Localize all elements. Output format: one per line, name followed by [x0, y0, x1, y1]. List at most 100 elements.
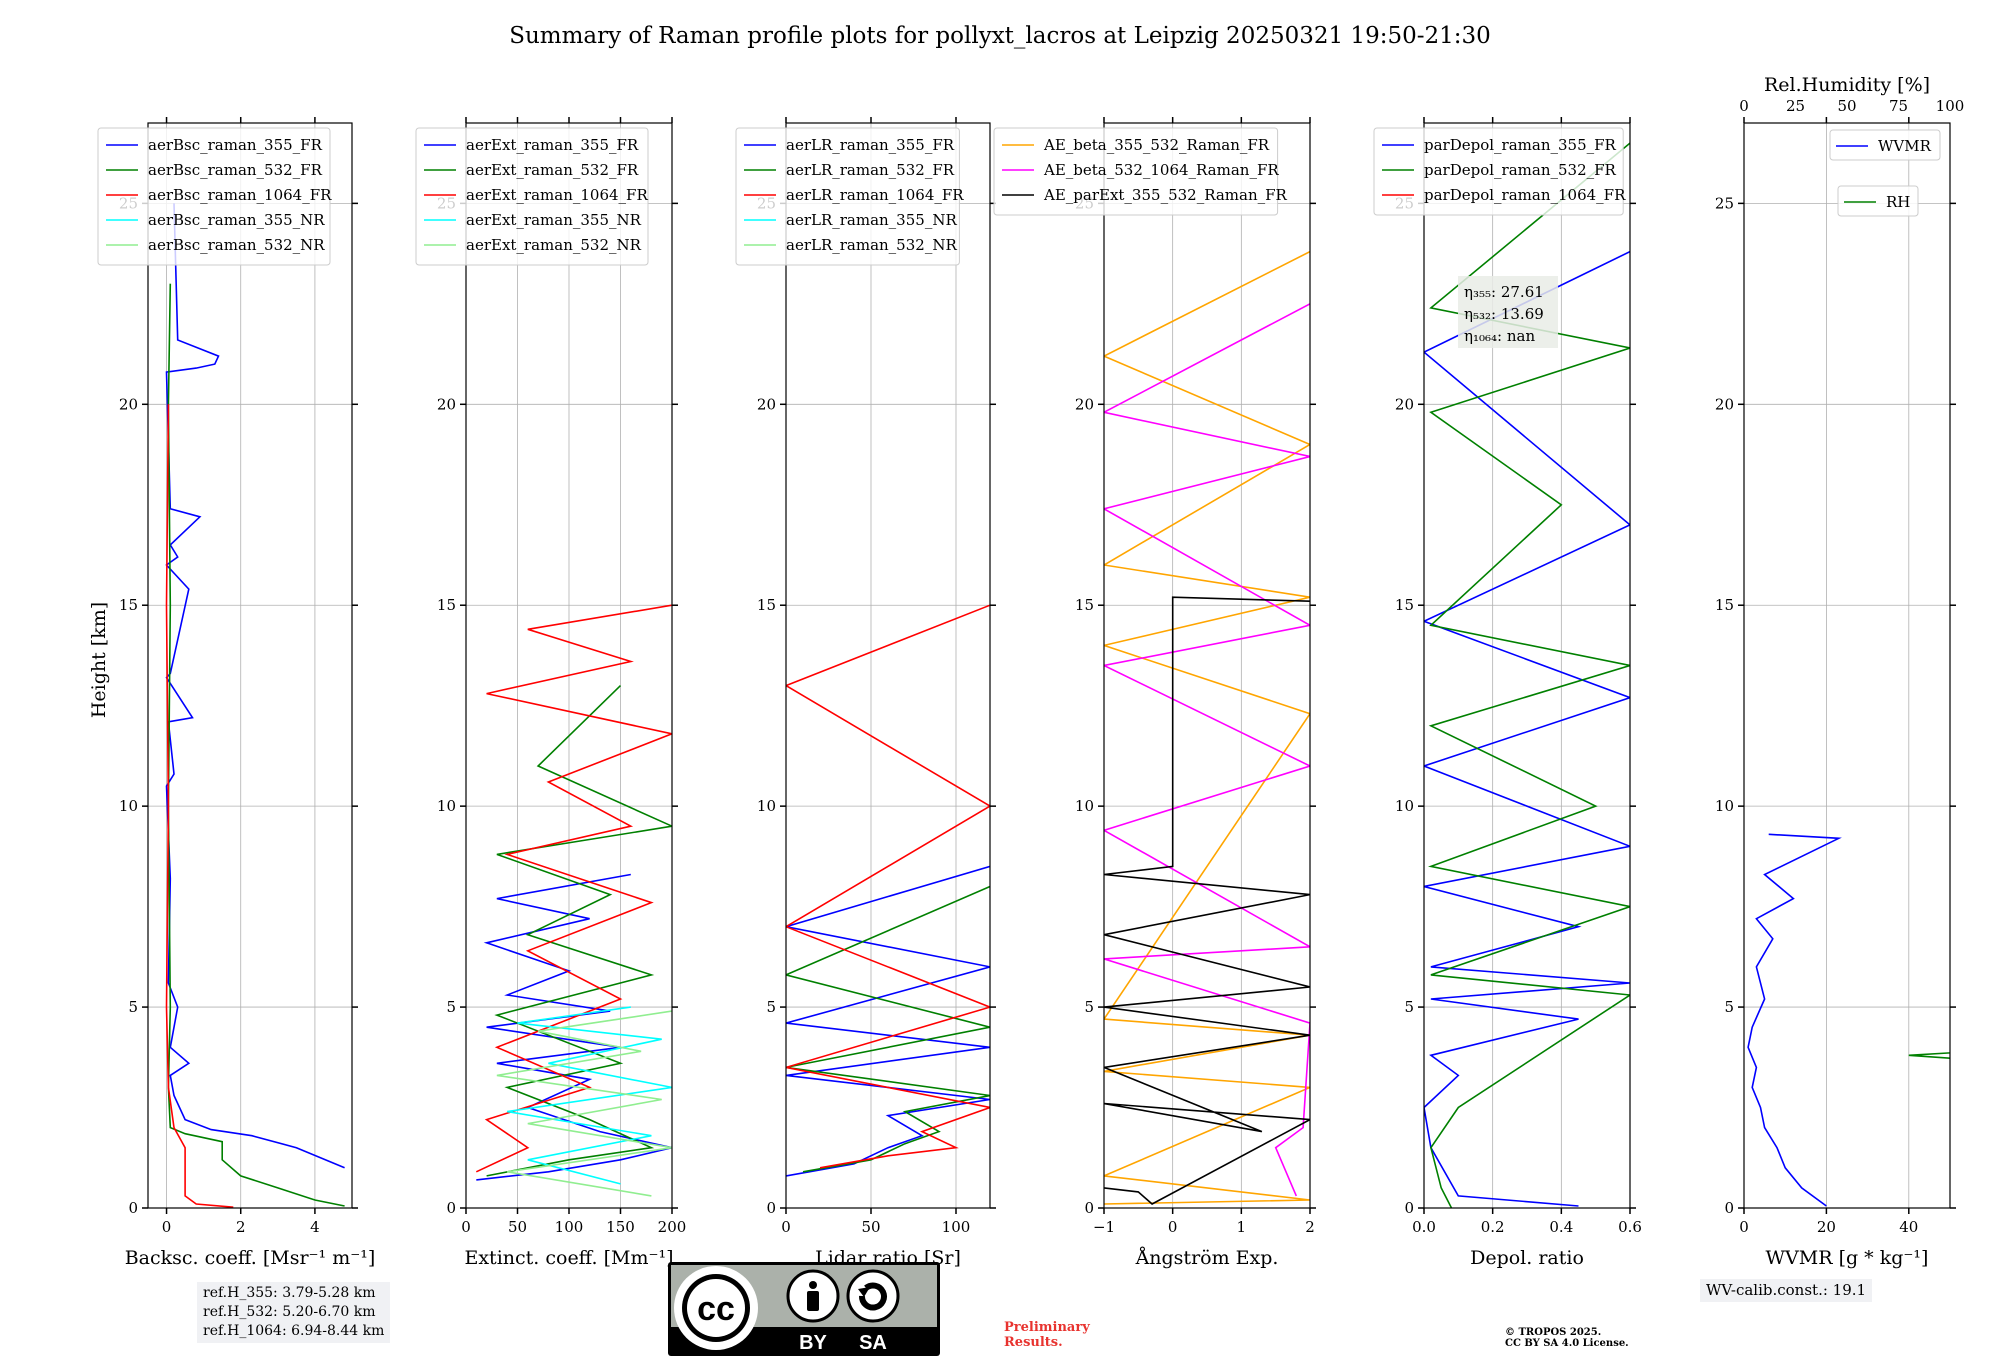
series-line-wvmr — [1747, 833, 1842, 1207]
sa-label: SA — [859, 1332, 887, 1354]
x-tick-label: 2 — [1305, 1218, 1315, 1236]
y-tick-label: 0 — [766, 1199, 776, 1217]
y-tick-label: 15 — [1075, 596, 1094, 614]
y-tick-label: 5 — [1404, 998, 1414, 1016]
legend-box — [415, 127, 649, 266]
series-group — [786, 604, 990, 1177]
series-line-pardepol-raman-355-fr — [1424, 250, 1630, 1207]
y-tick-label: 5 — [446, 998, 456, 1016]
y-tick-label: 0 — [1404, 1199, 1414, 1217]
by-label: BY — [799, 1332, 827, 1354]
y-tick-label: 15 — [437, 596, 456, 614]
copyright-note: © TROPOS 2025. CC BY SA 4.0 License. — [1505, 1327, 1629, 1349]
panel-3: 0501000510152025Lidar ratio [Sr]aerLR_ra… — [735, 117, 996, 1269]
y-tick-label: 0 — [128, 1199, 138, 1217]
legend-box — [735, 127, 960, 266]
y-tick-label: 15 — [1395, 596, 1414, 614]
legend-entry: aerBsc_raman_355_NR — [148, 211, 325, 229]
sa-icon — [846, 1269, 900, 1323]
x-tick-label: 0 — [461, 1218, 471, 1236]
series-line-rh — [1908, 1052, 1950, 1089]
top-tick-label: 100 — [1936, 97, 1965, 115]
legend-box — [1829, 129, 1941, 161]
y-tick-label: 10 — [119, 797, 138, 815]
y-tick-label: 20 — [1395, 395, 1414, 413]
y-tick-label: 5 — [1724, 998, 1734, 1016]
series-line-aerext-raman-1064-fr — [475, 604, 672, 1173]
legend-entry: aerBsc_raman_1064_FR — [148, 186, 332, 204]
series-line-pardepol-raman-532-fr — [1427, 142, 1630, 1208]
x-axis-label: Depol. ratio — [1470, 1247, 1584, 1269]
ref-h-532: ref.H_532: 5.20-6.70 km — [203, 1304, 376, 1320]
preliminary-line-2: Results. — [1004, 1335, 1063, 1350]
panel-5: 0.00.20.40.60510152025Depol. ratioparDep… — [1373, 117, 1642, 1269]
eta-line: η₅₃₂: 13.69 — [1464, 305, 1544, 323]
y-tick-label: 5 — [766, 998, 776, 1016]
top-tick-label: 25 — [1786, 97, 1805, 115]
legend: aerLR_raman_355_FR aerLR_raman_532_FR aerL… — [735, 127, 964, 266]
x-axis-label: Ångström Exp. — [1135, 1247, 1279, 1269]
x-axis-label: WVMR [g * kg⁻¹] — [1766, 1247, 1929, 1269]
eta-line: η₃₅₅: 27.61 — [1464, 283, 1544, 301]
plot-frame — [147, 122, 353, 1209]
y-tick-label: 15 — [119, 596, 138, 614]
legend-entry: AE_beta_532_1064_Raman_FR — [1043, 161, 1279, 179]
x-tick-label: 2 — [236, 1218, 246, 1236]
series-group — [1104, 250, 1310, 1205]
top-tick-label: 50 — [1837, 97, 1856, 115]
legend-entry: AE_parExt_355_532_Raman_FR — [1043, 186, 1288, 204]
legend-entry: aerLR_raman_532_FR — [786, 161, 955, 179]
legend-box — [993, 127, 1279, 216]
wv-calib-box: WV-calib.const.: 19.1 — [1700, 1279, 1873, 1302]
x-tick-label: −1 — [1093, 1218, 1115, 1236]
x-tick-label: 0.4 — [1549, 1218, 1573, 1236]
x-tick-label: 20 — [1817, 1218, 1836, 1236]
series-line-ae-parext-355-532-raman-fr — [1104, 596, 1310, 1205]
eta-line: η₁₀₆₄: nan — [1464, 327, 1535, 345]
x-tick-label: 40 — [1899, 1218, 1918, 1236]
y-tick-label: 10 — [1075, 797, 1094, 815]
reference-heights-box: ref.H_355: 3.79-5.28 km ref.H_532: 5.20-… — [197, 1282, 391, 1343]
y-tick-label: 20 — [757, 395, 776, 413]
series-line-aerlr-raman-532-fr — [786, 885, 990, 1173]
y-tick-label: 20 — [119, 395, 138, 413]
series-line-aerext-raman-532-nr — [496, 1010, 672, 1197]
legend-entry: aerExt_raman_532_FR — [466, 161, 639, 179]
legend-wvmr: WVMR — [1829, 129, 1941, 161]
cc-icon: cc — [697, 1290, 735, 1328]
x-tick-label: 1 — [1237, 1218, 1247, 1236]
legend-box — [1373, 127, 1624, 216]
by-head — [809, 1281, 817, 1289]
plot-frame — [1423, 122, 1631, 1209]
x-tick-label: 0 — [162, 1218, 172, 1236]
x-tick-label: 100 — [555, 1218, 584, 1236]
x-tick-label: 0 — [1168, 1218, 1178, 1236]
ref-h-1064: ref.H_1064: 6.94-8.44 km — [203, 1323, 385, 1339]
legend-entry: aerExt_raman_1064_FR — [466, 186, 648, 204]
legend: AE_beta_355_532_Raman_FR AE_beta_532_1064… — [993, 127, 1288, 216]
plot-frame — [1743, 122, 1951, 1209]
panel-6: 0 20 40 0 5 10 15 20 25 WVMR [g * kg⁻¹] 0 25 50 75 100… — [1715, 74, 1965, 1269]
y-axis-label: Height [km] — [88, 602, 110, 718]
preliminary-note: Preliminary Results. — [1004, 1320, 1090, 1350]
legend-entry: aerBsc_raman_532_FR — [148, 161, 323, 179]
series-line-aerbsc-raman-355-fr — [165, 203, 345, 1169]
y-tick-label: 5 — [128, 998, 138, 1016]
y-tick-label: 20 — [437, 395, 456, 413]
preliminary-line-1: Preliminary — [1004, 1320, 1090, 1335]
eta-box — [1458, 276, 1558, 348]
legend: aerExt_raman_355_FR aerExt_raman_532_FRae… — [415, 127, 649, 266]
legend-entry: parDepol_raman_532_FR — [1424, 161, 1617, 179]
x-tick-label: 0.2 — [1481, 1218, 1505, 1236]
cc-circle-inner — [687, 1279, 745, 1337]
x-tick-label: 50 — [508, 1218, 527, 1236]
cc-by-sa-badge: cc BY SA — [668, 1262, 940, 1356]
legend-entry: aerLR_raman_355_NR — [786, 211, 957, 229]
sa-arrow — [859, 1282, 887, 1311]
y-tick-label: 10 — [757, 797, 776, 815]
legend-entry: aerExt_raman_532_NR — [466, 236, 642, 254]
ref-h-355: ref.H_355: 3.79-5.28 km — [203, 1285, 376, 1301]
series-line-ae-beta-532-1064-raman-fr — [1104, 303, 1310, 1197]
x-tick-label: 0 — [1739, 1218, 1749, 1236]
